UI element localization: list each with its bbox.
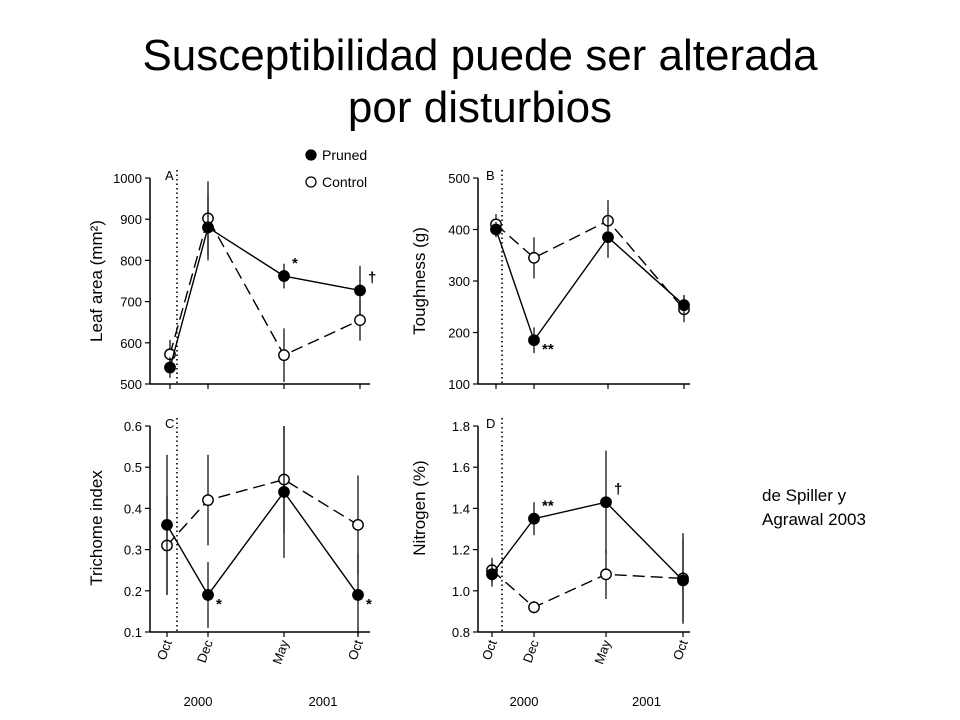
significance-mark: * <box>216 596 222 613</box>
data-point-pruned <box>278 486 290 498</box>
y-tick-label: 0.4 <box>124 501 142 516</box>
significance-mark: ** <box>542 341 554 358</box>
y-tick-label: 0.3 <box>124 543 142 558</box>
chart-panel-b: 100 200 300 400 500 Toughness (g) B ** <box>410 168 690 392</box>
series-line-pruned <box>166 490 359 597</box>
series-line-control <box>495 219 685 310</box>
year-label: 2001 <box>309 694 338 709</box>
x-tick-label: Oct <box>670 638 691 662</box>
x-tick-label: Dec <box>520 637 542 664</box>
significance-mark: † <box>368 269 376 286</box>
panel-letter: A <box>165 168 174 183</box>
y-axis-label: Nitrogen (%) <box>410 460 429 555</box>
data-point-control <box>600 568 612 581</box>
y-tick-label: 500 <box>448 171 470 186</box>
panel-letter: B <box>486 168 495 183</box>
x-tick-label: Oct <box>154 638 175 662</box>
x-tick-label: Oct <box>479 638 500 662</box>
y-tick-label: 600 <box>120 336 142 351</box>
significance-mark: * <box>292 255 298 272</box>
data-point-control <box>528 251 540 264</box>
data-point-pruned <box>164 361 176 374</box>
y-tick-label: 100 <box>448 377 470 392</box>
series-line-control <box>166 478 359 546</box>
year-label: 2001 <box>632 694 661 709</box>
citation: de Spiller y Agrawal 2003 <box>762 484 866 532</box>
data-point-pruned <box>161 518 173 531</box>
data-point-pruned <box>677 574 689 587</box>
y-tick-label: 300 <box>448 274 470 289</box>
chart-panel-d: 0.8 1.0 1.2 1.4 1.6 1.8 Nitrogen (%) D Oct Dec May… <box>410 416 691 709</box>
legend: Pruned Control <box>305 147 367 190</box>
slide-title-line-1: Susceptibilidad puede ser alterada <box>142 31 818 80</box>
data-point-pruned <box>486 568 498 581</box>
data-point-pruned <box>600 496 612 509</box>
y-tick-label: 1.2 <box>452 543 470 558</box>
series-line-pruned <box>495 229 685 342</box>
year-label: 2000 <box>510 694 539 709</box>
panel-letter: D <box>486 416 495 431</box>
x-tick-label: Oct <box>345 638 366 662</box>
y-tick-label: 500 <box>120 377 142 392</box>
data-point-control <box>352 518 364 531</box>
data-point-pruned <box>528 512 540 525</box>
data-point-control <box>354 314 366 327</box>
data-point-pruned <box>352 589 364 601</box>
y-tick-label: 200 <box>448 326 470 341</box>
legend-marker-pruned <box>305 149 317 161</box>
year-label: 2000 <box>184 694 213 709</box>
y-tick-label: 800 <box>120 253 142 268</box>
y-tick-label: 1000 <box>113 171 142 186</box>
y-tick-label: 0.6 <box>124 419 142 434</box>
data-point-control <box>528 601 540 614</box>
y-tick-label: 1.4 <box>452 501 470 516</box>
data-point-pruned <box>602 231 614 244</box>
legend-marker-control <box>305 176 317 188</box>
citation-line-2: Agrawal 2003 <box>762 510 866 529</box>
significance-mark: † <box>614 481 622 498</box>
y-axis-label: Toughness (g) <box>410 227 429 335</box>
data-point-pruned <box>278 270 290 282</box>
y-tick-label: 0.1 <box>124 625 142 640</box>
slide-title-line-2: por disturbios <box>347 83 613 132</box>
series-line-pruned <box>491 501 684 581</box>
chart-panel-c: 0.1 0.2 0.3 0.4 0.5 0.6 Trichome index C Oct Dec M… <box>87 416 372 709</box>
series-line-pruned <box>169 226 361 368</box>
series-line-control <box>169 216 361 357</box>
y-tick-label: 1.0 <box>452 584 470 599</box>
y-tick-label: 400 <box>448 223 470 238</box>
data-point-pruned <box>490 223 502 236</box>
y-tick-label: 0.8 <box>452 625 470 640</box>
significance-mark: ** <box>542 498 554 515</box>
data-point-pruned <box>202 221 214 234</box>
y-tick-label: 1.8 <box>452 419 470 434</box>
legend-label-pruned: Pruned <box>322 147 367 163</box>
data-point-pruned <box>678 299 690 312</box>
data-point-control <box>278 349 290 362</box>
data-point-pruned <box>528 334 540 347</box>
x-tick-label: May <box>269 637 292 666</box>
significance-mark: * <box>366 596 372 613</box>
data-point-pruned <box>354 284 366 297</box>
x-tick-label: May <box>591 637 614 666</box>
slide-title: Susceptibilidad puede ser alterada por d… <box>0 30 960 134</box>
citation-line-1: de Spiller y <box>762 486 847 505</box>
x-tick-label: Dec <box>194 637 216 664</box>
y-tick-label: 700 <box>120 295 142 310</box>
legend-label-control: Control <box>322 174 367 190</box>
data-point-pruned <box>202 589 214 601</box>
chart-panel-a: 500 600 700 800 900 1000 Leaf area (mm²) A * † <box>87 168 376 392</box>
y-tick-label: 900 <box>120 212 142 227</box>
y-axis-label: Leaf area (mm²) <box>87 220 106 342</box>
y-axis-label: Trichome index <box>87 470 106 586</box>
data-point-control <box>202 494 214 507</box>
series-line-control <box>491 569 684 609</box>
panel-letter: C <box>165 416 174 431</box>
y-tick-label: 0.5 <box>124 460 142 475</box>
y-tick-label: 0.2 <box>124 584 142 599</box>
y-tick-label: 1.6 <box>452 460 470 475</box>
